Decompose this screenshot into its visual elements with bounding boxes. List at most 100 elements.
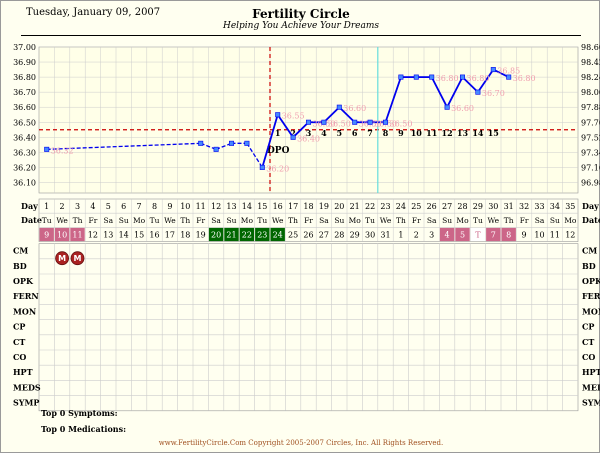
weekday: Fr (412, 216, 421, 225)
day-number: 5 (106, 202, 111, 211)
weekday: Tu (473, 216, 483, 225)
day-number: 26 (427, 202, 437, 211)
date-value: 10 (57, 230, 67, 239)
temp-label: 36.70 (482, 89, 505, 98)
temp-label: 36.32 (51, 146, 74, 155)
date-cell-pink (439, 227, 455, 242)
y-tick-right: 97.52 (581, 133, 600, 142)
day-number: 10 (180, 202, 190, 211)
day-number: 21 (350, 202, 360, 211)
date-cell-green (239, 227, 255, 242)
y-tick-right: 98.24 (581, 73, 600, 82)
temp-line-segment (292, 121, 310, 138)
date-value: 19 (196, 230, 206, 239)
temp-point (506, 74, 512, 80)
row-label-right-cm: CM (582, 246, 597, 256)
dpo-number: 14 (472, 128, 484, 138)
day-number: 24 (396, 202, 406, 211)
date-value: 5 (460, 230, 465, 239)
y-tick-left: 36.70 (13, 88, 36, 97)
row-label-hpt: HPT (13, 367, 33, 377)
dpo-number: 11 (426, 128, 437, 138)
weekday: Th (396, 216, 406, 225)
temp-label: 36.50 (328, 119, 351, 128)
day-number: 25 (411, 202, 421, 211)
day-number: 15 (257, 202, 267, 211)
temp-label: 36.60 (451, 104, 474, 113)
header-rule (21, 35, 581, 36)
day-row-label-right: Day (582, 201, 599, 211)
row-label-symp: SYMP (13, 398, 39, 408)
date-value: 8 (506, 230, 511, 239)
temp-line-segment (276, 114, 294, 138)
date-value: 22 (242, 230, 252, 239)
symptom-grid (38, 243, 579, 412)
temp-point (321, 119, 327, 125)
weekday: Mo (133, 216, 146, 225)
date-value: 12 (88, 230, 98, 239)
weekday: Mo (456, 216, 469, 225)
y-tick-right: 98.60 (581, 43, 600, 52)
y-tick-left: 36.40 (13, 133, 36, 142)
dpo-number: 13 (457, 128, 469, 138)
temp-line-segment (446, 76, 464, 108)
dpo-number: 15 (488, 128, 499, 138)
date-value: 23 (257, 230, 267, 239)
weekday: Mo (564, 216, 577, 225)
temp-point (229, 140, 235, 146)
date-cell-green (224, 227, 239, 242)
date-cell-pink (70, 227, 85, 242)
bd-mark-icon (70, 251, 85, 266)
temp-line-segment (200, 142, 217, 150)
top-medications-label: Top 0 Medications: (41, 424, 127, 434)
date-cell-pink (455, 227, 470, 242)
weekday: We (380, 216, 392, 225)
date-value: 28 (334, 230, 344, 239)
y-tick-right: 98.42 (581, 58, 600, 67)
temp-point (213, 146, 219, 152)
dpo-number: 8 (383, 128, 389, 138)
date-value: 11 (550, 230, 560, 239)
date-cell-green (208, 227, 224, 242)
date-value: 1 (398, 230, 403, 239)
copyright-footer[interactable]: www.FertilityCircle.Com Copyright 2005-2… (158, 439, 444, 447)
weekday: Th (288, 216, 298, 225)
day-number: 2 (60, 202, 65, 211)
dpo-number: 9 (398, 128, 404, 138)
row-label-meds: MEDS (13, 382, 41, 392)
date-value: 16 (149, 230, 159, 239)
row-label-bd: BD (13, 261, 27, 271)
temp-line-segment (323, 106, 340, 123)
day-number: 1 (44, 202, 49, 211)
row-label-opk: OPK (13, 276, 34, 286)
weekday: Th (73, 216, 83, 225)
day-number: 7 (137, 202, 142, 211)
day-number: 3 (75, 202, 80, 211)
temp-point (198, 140, 204, 146)
temp-line-segment (430, 76, 448, 108)
bd-mark-label: M (74, 254, 82, 263)
date-value: 30 (365, 230, 375, 239)
weekday: We (164, 216, 176, 225)
date-value: 15 (134, 230, 144, 239)
y-tick-left: 36.80 (13, 73, 36, 82)
date-cell-green (255, 227, 270, 242)
day-number: 8 (152, 202, 157, 211)
temp-line-segment (46, 142, 201, 151)
y-tick-left: 36.10 (13, 178, 36, 187)
y-tick-left: 36.60 (13, 103, 36, 112)
date-row-label: Date (21, 215, 42, 225)
row-label-right-co: CO (582, 352, 595, 362)
temp-line-segment (492, 68, 510, 78)
row-label-cp: CP (13, 322, 25, 332)
temp-point (244, 140, 250, 146)
day-number: 27 (442, 202, 452, 211)
day-number: 34 (550, 202, 560, 211)
day-number: 29 (473, 202, 483, 211)
temp-point (490, 67, 496, 73)
weekday: Su (334, 216, 344, 225)
temp-point (475, 89, 481, 95)
date-value: T (475, 230, 481, 239)
day-number: 6 (121, 202, 126, 211)
